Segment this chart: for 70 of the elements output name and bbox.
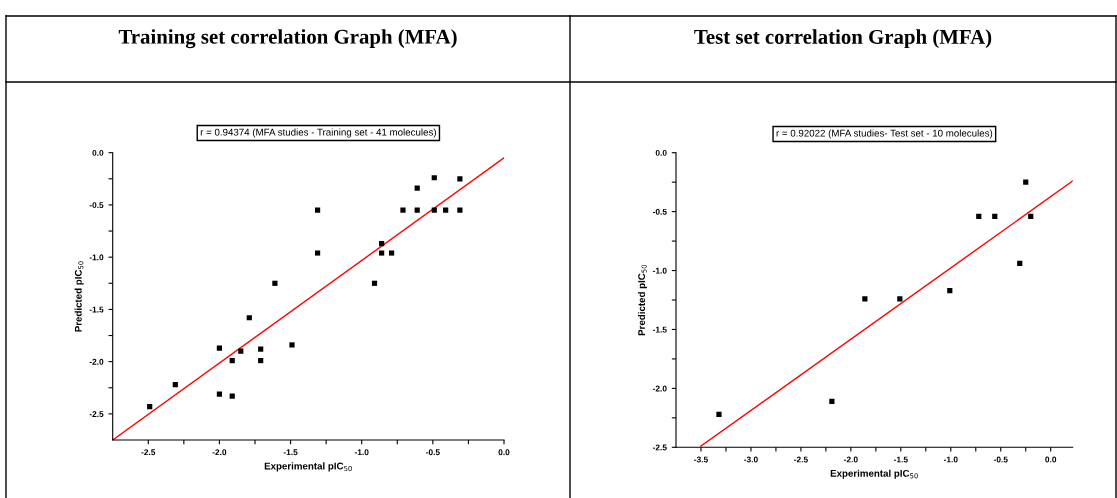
point <box>443 207 449 213</box>
point <box>238 348 244 354</box>
y-axis-title: Predicted pIC$_{50}$ <box>74 261 84 332</box>
y-tick-label: -0.5 <box>89 202 104 209</box>
point <box>431 207 437 213</box>
point <box>315 207 321 213</box>
y-tick-label: -1.0 <box>652 267 667 274</box>
point <box>1017 260 1023 267</box>
point <box>862 296 868 302</box>
text: r = 0.94374 (MFA studies - Training set - 41 molecules) <box>200 128 436 138</box>
point <box>431 175 437 181</box>
y-tick-label: -2.5 <box>652 444 667 451</box>
point <box>414 207 420 213</box>
y-tick-label: -1.0 <box>89 254 104 261</box>
x-tick-label: -3.0 <box>744 456 758 463</box>
y-tick-label: -2.5 <box>89 411 104 417</box>
x-tick-label: -2.5 <box>794 456 808 463</box>
x-tick-label: -1.0 <box>354 449 369 456</box>
point <box>258 346 264 352</box>
point <box>457 176 463 182</box>
point <box>371 280 378 286</box>
y-tick-label: -2.0 <box>89 358 104 365</box>
point <box>976 213 982 219</box>
point <box>388 250 395 256</box>
y-tick-label: -1.5 <box>652 326 667 333</box>
y-axis-title: Predicted pIC$_{50}$ <box>637 264 647 336</box>
point <box>457 207 463 213</box>
x-tick-label: 0.0 <box>1045 456 1057 463</box>
y-tick-label: -1.5 <box>89 306 104 313</box>
x-tick-label: 0.0 <box>498 449 510 456</box>
point <box>229 358 235 364</box>
x-tick-label: -1.0 <box>943 456 958 463</box>
x-axis-title: Experimental pIC$_{50}$ <box>264 462 352 472</box>
x-tick-label: -1.5 <box>283 449 298 456</box>
point <box>716 411 722 417</box>
x-tick-label: -2.5 <box>141 449 156 456</box>
x-tick-label: -2.0 <box>844 456 858 463</box>
point <box>315 250 321 256</box>
x-tick-label: -3.5 <box>694 456 708 463</box>
chart-title: Test set correlation Graph (MFA) <box>694 29 992 49</box>
point <box>992 213 998 219</box>
x-tick-label: -0.5 <box>993 456 1008 463</box>
point <box>147 403 153 410</box>
point <box>829 398 835 404</box>
point <box>289 342 295 348</box>
point <box>246 315 252 321</box>
y-tick-label: 0.0 <box>655 149 667 156</box>
x-tick-label: -0.5 <box>426 449 440 456</box>
point <box>258 358 264 364</box>
x-tick-label: -2.0 <box>212 449 227 456</box>
point <box>897 296 903 302</box>
point <box>379 240 385 247</box>
y-tick-label: -0.5 <box>652 208 667 215</box>
point <box>1023 179 1029 185</box>
x-tick-label: -1.5 <box>893 456 908 463</box>
x-axis-title: Experimental pIC$_{50}$ <box>830 469 918 479</box>
y-tick-label: -2.0 <box>652 385 667 392</box>
point <box>400 207 406 213</box>
point <box>229 393 235 399</box>
text: r = 0.92022 (MFA studies- Test set - 10 molecules) <box>776 129 993 139</box>
point <box>414 185 420 191</box>
point <box>172 382 178 388</box>
point <box>947 287 953 294</box>
point <box>379 250 385 256</box>
point <box>1028 213 1034 219</box>
point <box>272 280 278 286</box>
point <box>216 391 223 397</box>
point <box>216 345 223 351</box>
y-tick-label: 0.0 <box>92 149 104 156</box>
chart-title: Training set correlation Graph (MFA) <box>118 29 457 49</box>
